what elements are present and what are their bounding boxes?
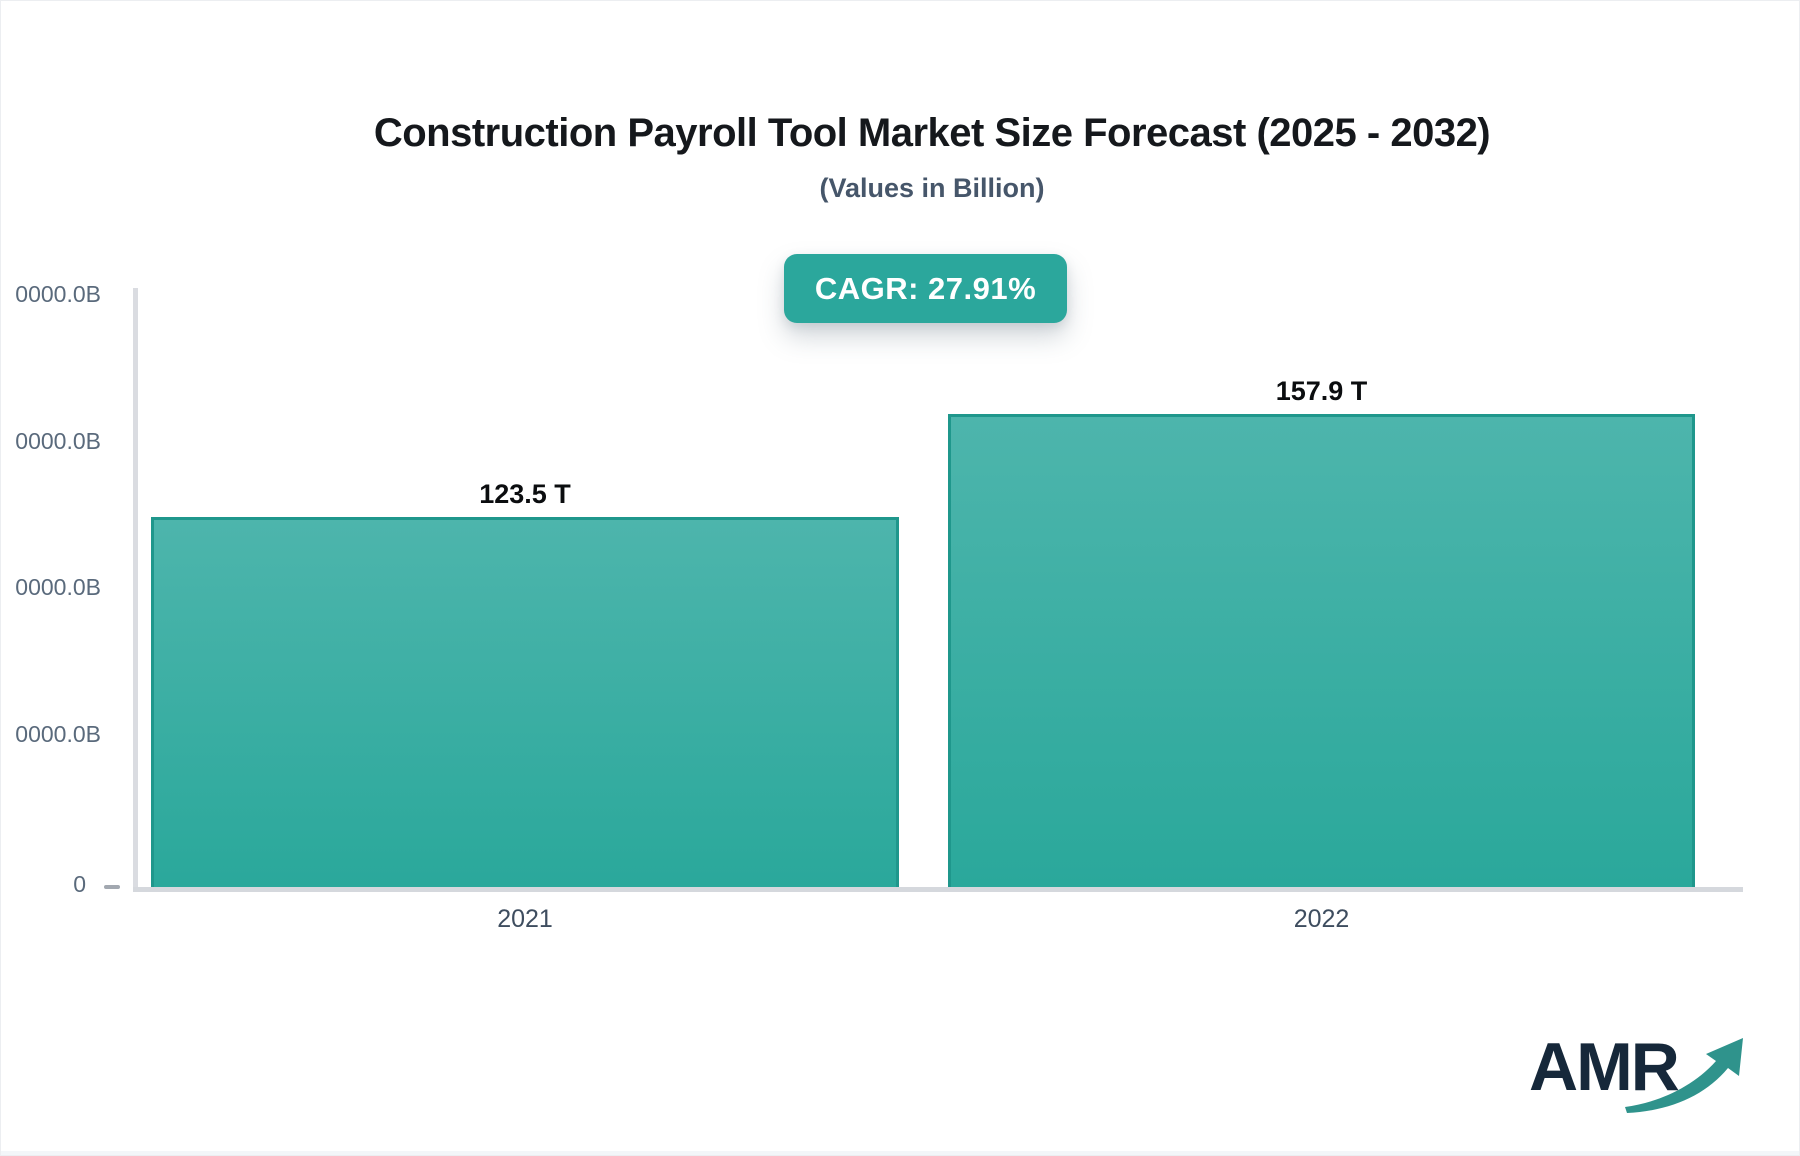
x-tick-label-2021: 2021 [497, 905, 553, 933]
cagr-badge-label: CAGR: 27.91% [814, 270, 1037, 306]
y-tick-label-zero: 0 [73, 871, 86, 897]
y-tick-label-50000: 0000.0B [15, 721, 101, 747]
bar-2022 [948, 414, 1695, 887]
cagr-badge: CAGR: 27.91% [784, 254, 1067, 323]
x-axis-line [133, 887, 1743, 892]
bar-value-2021: 123.5 T [479, 479, 571, 509]
zero-tick-dash [104, 885, 120, 889]
x-tick-label-2022: 2022 [1293, 905, 1350, 933]
bar-value-2022: 157.9 T [1275, 376, 1368, 406]
y-axis-line [133, 288, 138, 892]
y-tick-label-200000: 0000.0B [15, 281, 101, 307]
y-tick-label-100000: 0000.0B [15, 574, 101, 600]
y-tick-label-150000: 0000.0B [15, 428, 101, 454]
chart-subtitle: (Values in Billion) [819, 173, 1045, 203]
amr-logo-arrow-icon [1625, 1038, 1743, 1113]
amr-logo-text: AMR [1529, 1029, 1680, 1105]
chart-title: Construction Payroll Tool Market Size Fo… [373, 111, 1491, 155]
amr-logo: AMR [1529, 1031, 1749, 1121]
bar-2021 [151, 517, 899, 887]
bottom-strip [1, 1151, 1799, 1155]
